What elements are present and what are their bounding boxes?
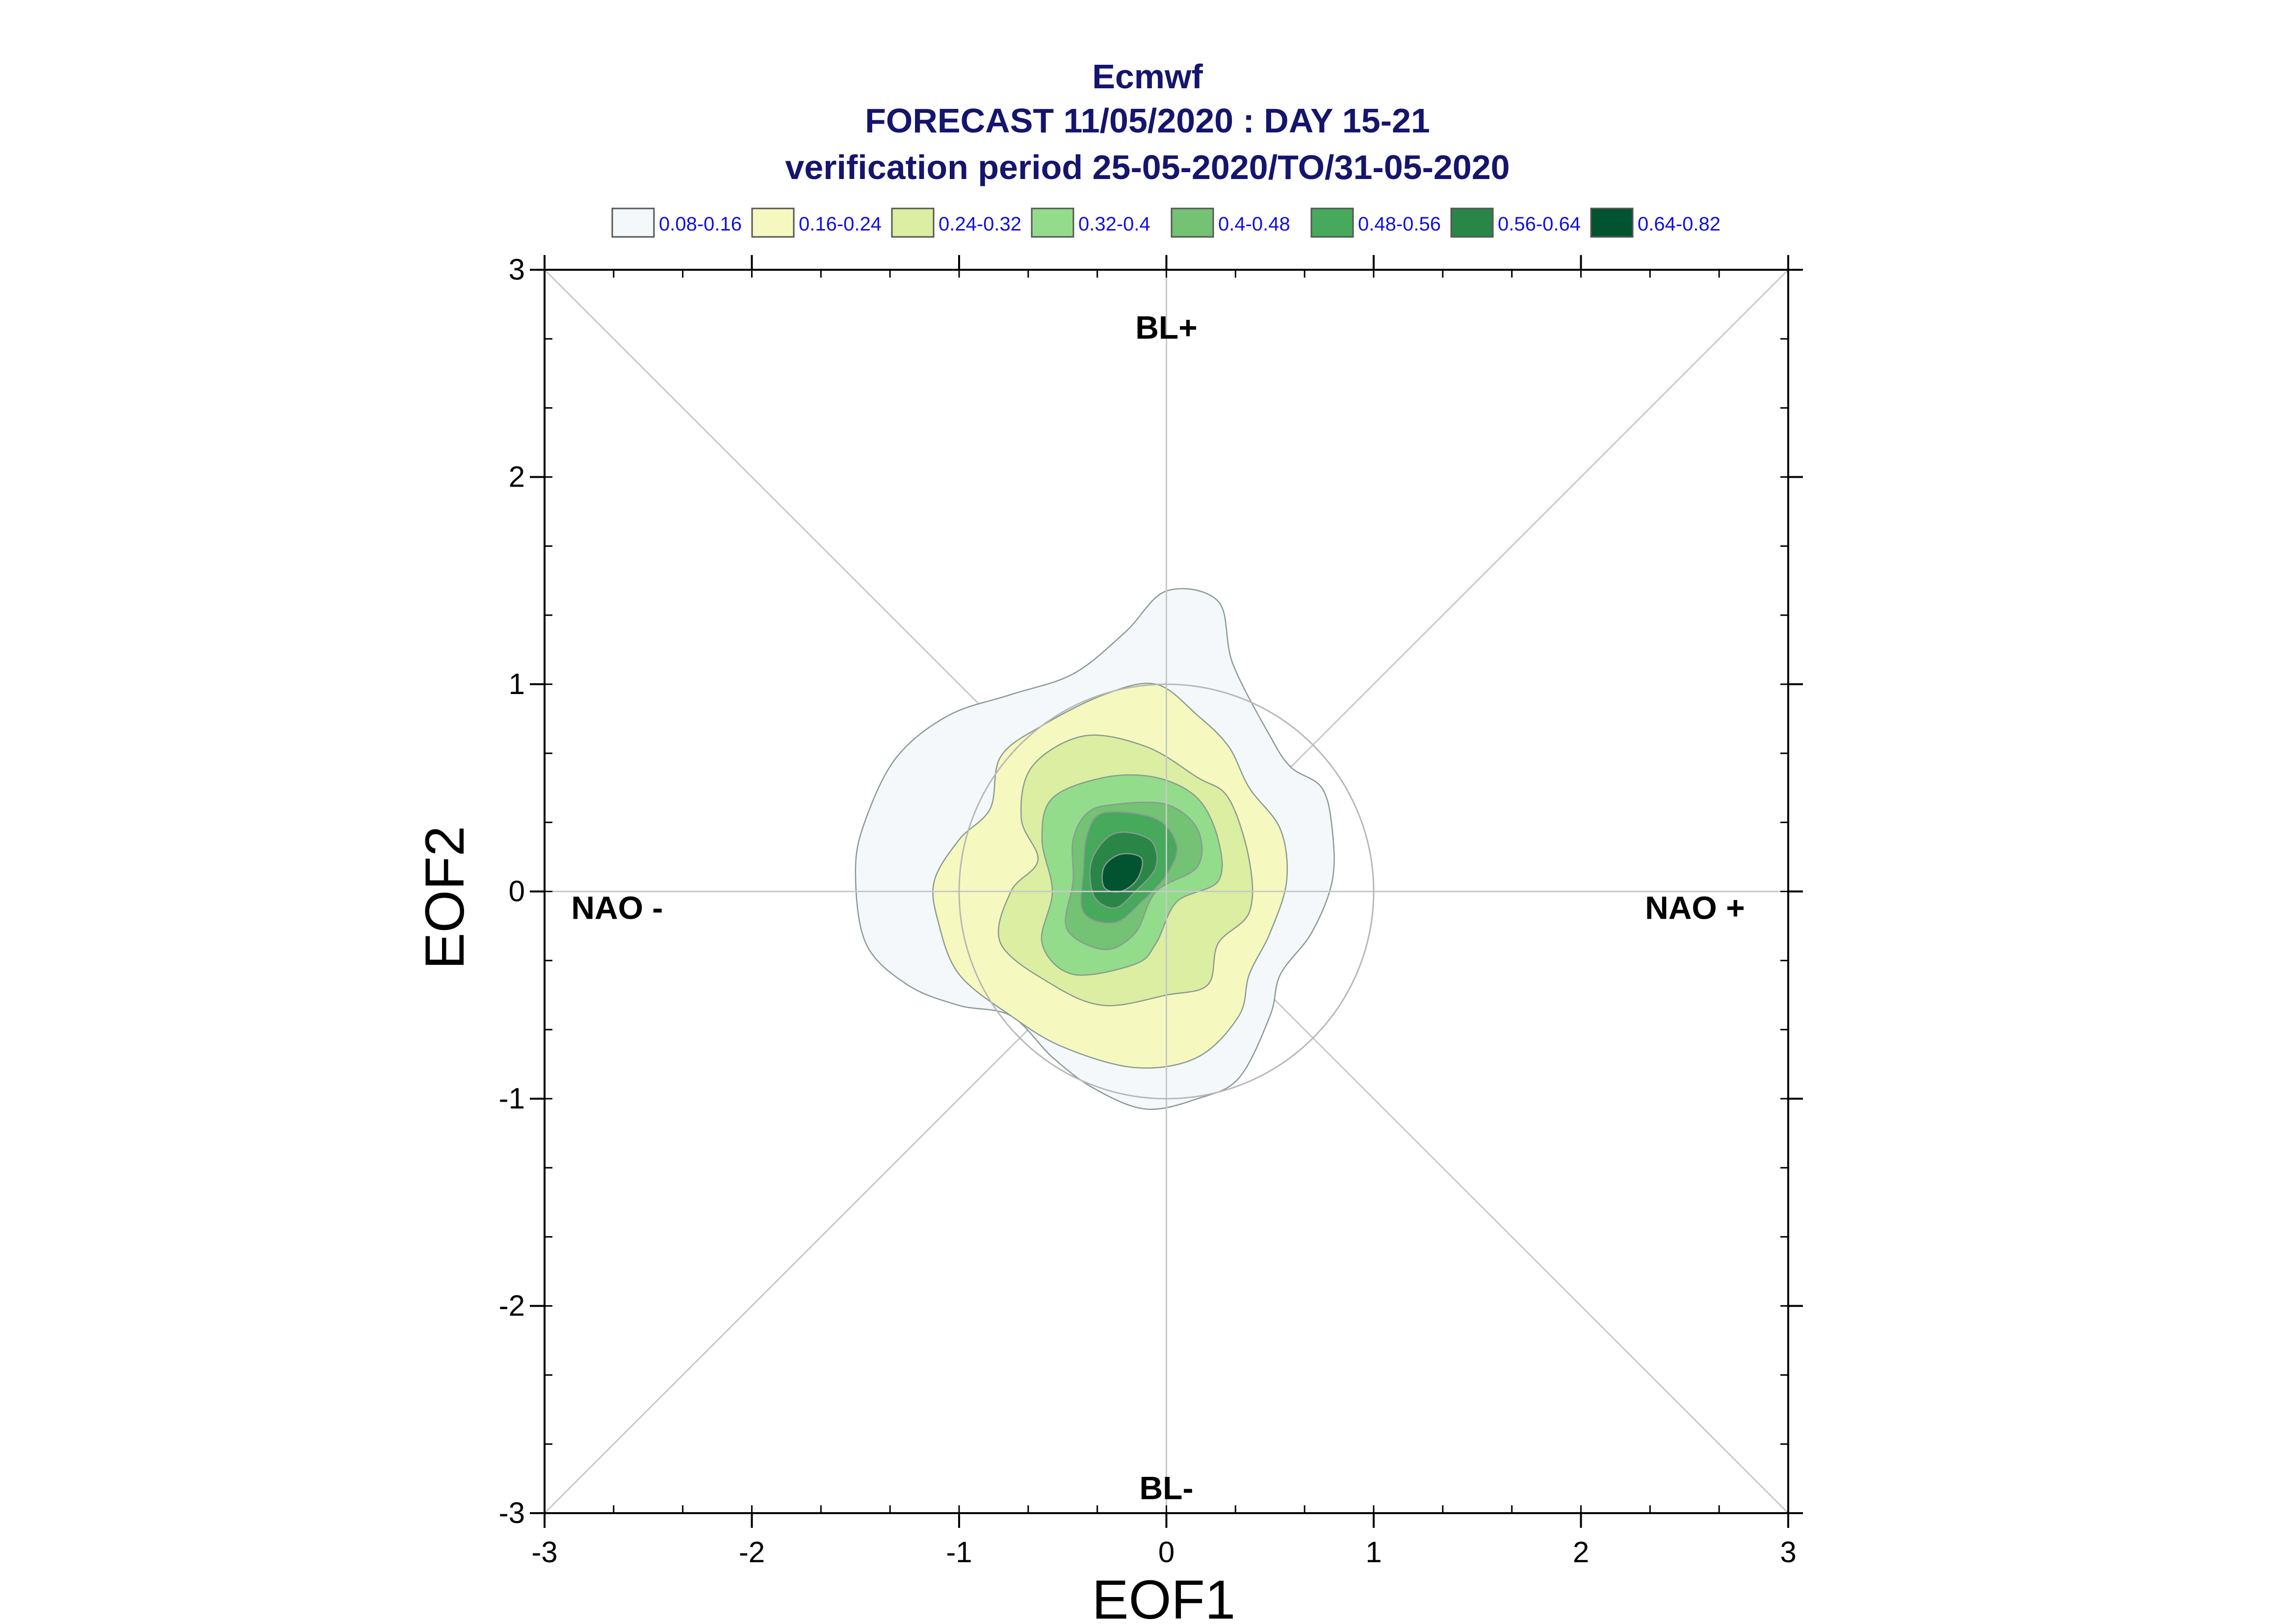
y-tick-label: 3 [509, 253, 525, 286]
regime-label: BL+ [1135, 309, 1198, 345]
regime-labels: BL+ BL- NAO - NAO + [571, 309, 1745, 1506]
x-tick-label: 3 [1780, 1536, 1796, 1569]
legend-label: 0.56-0.64 [1498, 213, 1581, 235]
legend-label: 0.64-0.82 [1638, 213, 1721, 235]
title-line-1: Ecmwf [1092, 57, 1203, 96]
x-tick-label: -3 [531, 1536, 557, 1569]
regime-label: NAO - [571, 889, 663, 926]
regime-label: BL- [1140, 1469, 1194, 1506]
y-tick-label: 1 [509, 668, 525, 700]
y-tick-label: -2 [499, 1289, 525, 1322]
legend-swatch [611, 207, 655, 238]
density-contours [855, 588, 1335, 1110]
x-tick-label: 1 [1365, 1536, 1382, 1569]
legend-label: 0.32-0.4 [1078, 213, 1150, 235]
legend-swatch [1590, 207, 1634, 238]
regime-label: NAO + [1645, 889, 1745, 926]
x-tick-label: -2 [739, 1536, 765, 1569]
legend-label: 0.4-0.48 [1218, 213, 1290, 235]
chart-title: Ecmwf FORECAST 11/05/2020 : DAY 15-21 ve… [785, 57, 1510, 186]
legend-label: 0.08-0.16 [659, 213, 742, 235]
legend: 0.08-0.16 0.16-0.24 0.24-0.32 0.32-0.4 0.4-0… [611, 207, 1721, 238]
axes: -3-3 -2 -2 -1 -1 0 0 1 1 2 2 3 3 [499, 253, 1803, 1569]
x-tick-label: 0 [1158, 1536, 1174, 1569]
y-tick-label: -1 [499, 1082, 525, 1115]
x-axis-title: EOF1 [1092, 1569, 1236, 1624]
legend-swatch [1171, 207, 1214, 238]
legend-swatch [891, 207, 935, 238]
x-tick-label: 2 [1573, 1536, 1589, 1569]
legend-label: 0.24-0.32 [939, 213, 1021, 235]
y-tick-label: 2 [509, 461, 525, 493]
title-line-2: FORECAST 11/05/2020 : DAY 15-21 [865, 102, 1430, 140]
legend-swatch [1031, 207, 1074, 238]
legend-swatch [751, 207, 795, 238]
overlay-reference-lines [545, 270, 1788, 1513]
legend-swatch [1450, 207, 1494, 238]
y-tick-label: -3 [499, 1496, 525, 1529]
title-line-3: verification period 25-05-2020/TO/31-05-… [785, 148, 1510, 186]
legend-swatch [1310, 207, 1354, 238]
x-tick-label: -1 [946, 1536, 972, 1569]
legend-label: 0.48-0.56 [1358, 213, 1441, 235]
y-axis-title: EOF2 [414, 826, 475, 970]
reference-circle [958, 683, 1375, 1100]
legend-label: 0.16-0.24 [799, 213, 882, 235]
y-tick-label: 0 [509, 875, 525, 908]
